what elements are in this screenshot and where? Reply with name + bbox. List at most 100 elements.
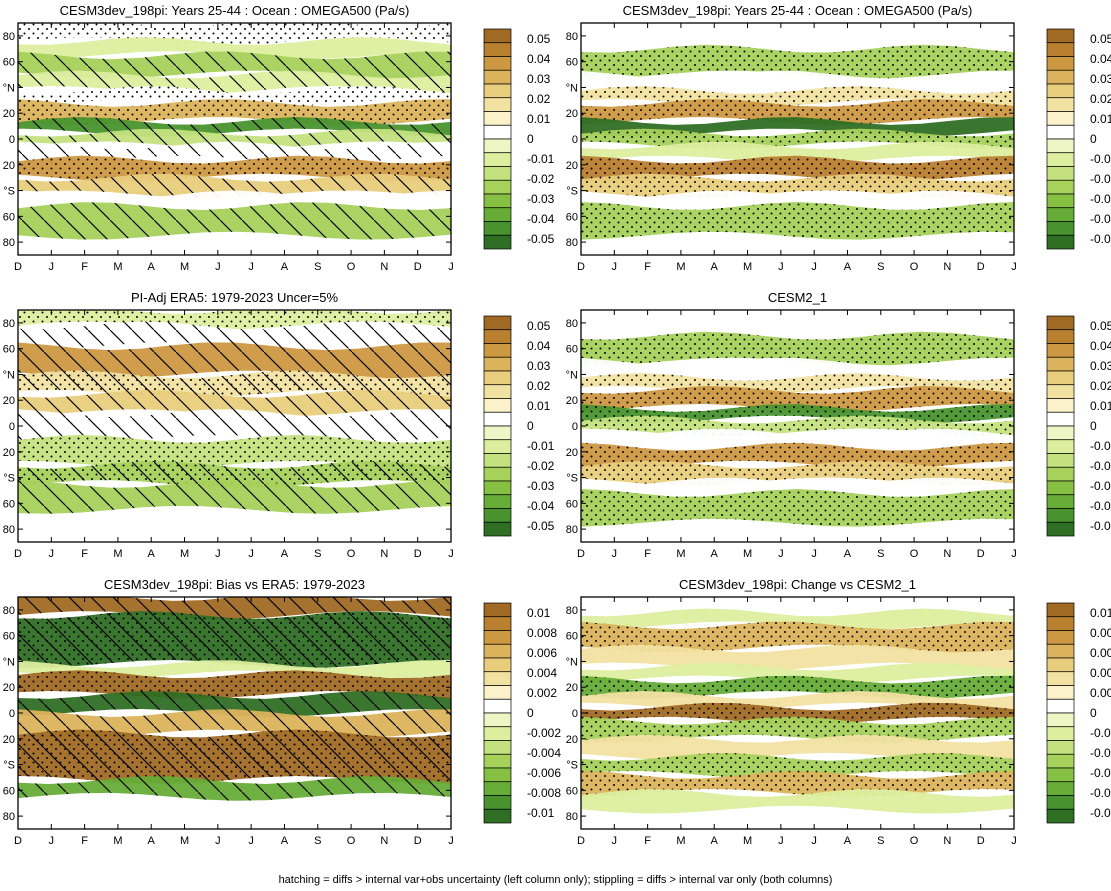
colorbar-swatch: [483, 124, 512, 140]
colorbar: 0.05 0.04 0.03 0.02 0.01 0 -0.01 -0.02 -0.03 -0.0…: [483, 315, 555, 537]
colorbar-swatch: [483, 97, 512, 112]
colorbar: 0.01 0.008 0.006 0.004 0.002 0 -0.002 -0.004 -0.…: [483, 602, 561, 824]
panel-p5: CESM3dev_198pi: Bias vs ERA5: 1979-2023 D…: [3, 577, 562, 847]
field: [581, 597, 1014, 829]
colorbar-label: -0.01: [527, 806, 555, 820]
y-tick-label: °S: [566, 186, 578, 198]
hatching-overlay: [18, 128, 451, 150]
heatmap-band: [581, 141, 1014, 164]
footnote: hatching = diffs > internal var+obs unce…: [278, 874, 833, 886]
x-tick-label: F: [644, 548, 651, 560]
colorbar-label: -0.03: [1090, 192, 1111, 206]
x-tick-label: A: [844, 548, 852, 560]
colorbar-swatch: [1046, 124, 1075, 140]
colorbar-label: 0.03: [1090, 359, 1111, 373]
colorbar-swatch: [1046, 781, 1075, 796]
y-tick-label: °N: [566, 82, 578, 94]
panel-title: CESM2_1: [768, 290, 827, 305]
x-tick-label: J: [448, 261, 454, 273]
colorbar-label: -0.04: [527, 212, 555, 226]
colorbar-label: -0.04: [1090, 499, 1111, 513]
x-tick-label: F: [81, 548, 88, 560]
x-tick-label: A: [148, 548, 156, 560]
colorbar-label: 0.03: [527, 72, 551, 86]
y-tick-label: 80: [3, 811, 15, 823]
colorbar-swatch: [1046, 398, 1075, 413]
heatmap-band: [581, 789, 1014, 814]
x-tick-label: S: [314, 835, 321, 847]
x-tick-label: S: [314, 548, 321, 560]
stippling-overlay: [581, 442, 1014, 469]
y-tick-label: 60: [566, 57, 578, 69]
y-tick-label: 80: [566, 237, 578, 249]
colorbar-label: 0.01: [527, 606, 551, 620]
stippling-overlay: [581, 202, 1014, 240]
stippling-overlay: [18, 611, 451, 668]
x-tick-label: J: [778, 548, 784, 560]
x-tick-label: O: [910, 835, 919, 847]
colorbar-label: 0: [1090, 132, 1097, 146]
x-tick-label: J: [248, 835, 254, 847]
colorbar-label: -0.004: [1090, 746, 1111, 760]
colorbar-swatch: [1046, 439, 1075, 454]
colorbar-swatch: [1046, 671, 1075, 686]
x-tick-label: M: [743, 548, 752, 560]
colorbar-label: 0: [527, 706, 534, 720]
colorbar-label: 0.002: [527, 686, 557, 700]
colorbar-swatch: [483, 193, 512, 209]
y-tick-label: °N: [566, 369, 578, 381]
colorbar-swatch: [483, 712, 512, 728]
colorbar-swatch: [1046, 97, 1075, 112]
colorbar-swatch: [1046, 356, 1075, 372]
colorbar-swatch: [483, 384, 512, 399]
colorbar-swatch: [483, 521, 512, 537]
colorbar-label: 0.01: [1090, 399, 1111, 413]
panel-title: CESM3dev_198pi: Bias vs ERA5: 1979-2023: [104, 577, 365, 592]
colorbar-label: -0.01: [527, 152, 555, 166]
y-tick-label: 80: [3, 605, 15, 617]
x-tick-label: J: [215, 835, 221, 847]
heatmap-band: [581, 597, 1014, 617]
x-tick-label: M: [676, 261, 685, 273]
heatmap-band: [581, 734, 1014, 761]
y-tick-label: 60: [566, 498, 578, 510]
x-tick-label: N: [380, 835, 388, 847]
y-tick-label: 20: [3, 108, 15, 120]
panel-p2: CESM3dev_198pi: Years 25-44 : Ocean : OM…: [566, 3, 1111, 273]
x-tick-label: J: [1011, 548, 1017, 560]
colorbar-swatch: [483, 234, 512, 250]
x-tick-label: M: [180, 835, 189, 847]
colorbar: 0.05 0.04 0.03 0.02 0.01 0 -0.01 -0.02 -0.03 -0.0…: [1046, 315, 1111, 537]
field: [18, 23, 451, 255]
colorbar-label: 0.05: [1090, 319, 1111, 333]
y-tick-label: 20: [566, 447, 578, 459]
x-tick-label: J: [1011, 835, 1017, 847]
hatching-overlay: [18, 141, 451, 164]
colorbar-swatch: [483, 28, 512, 44]
y-tick-label: °S: [566, 473, 578, 485]
colorbar-label: -0.02: [1090, 172, 1111, 186]
x-tick-label: N: [380, 261, 388, 273]
x-tick-label: M: [180, 548, 189, 560]
x-tick-label: D: [577, 835, 585, 847]
colorbar-label: 0.008: [527, 626, 557, 640]
hatching-overlay: [18, 321, 451, 350]
colorbar-swatch: [1046, 111, 1075, 126]
y-tick-label: °N: [566, 656, 578, 668]
colorbar-label: -0.03: [527, 479, 555, 493]
stippling-overlay: [18, 670, 451, 699]
colorbar-swatch: [483, 602, 512, 618]
hatching-overlay: [18, 173, 451, 199]
colorbar-swatch: [1046, 425, 1075, 441]
colorbar-swatch: [483, 425, 512, 441]
colorbar-label: 0.02: [1090, 92, 1111, 106]
colorbar-swatch: [1046, 740, 1075, 755]
colorbar-swatch: [1046, 767, 1075, 783]
colorbar-label: 0.03: [1090, 72, 1111, 86]
panels-group: CESM3dev_198pi: Years 25-44 : Ocean : OM…: [3, 3, 1111, 847]
colorbar-swatch: [1046, 508, 1075, 523]
y-tick-label: 60: [3, 57, 15, 69]
hatching-overlay: [18, 691, 451, 717]
x-tick-label: D: [14, 835, 22, 847]
stippling-overlay: [581, 716, 1014, 743]
